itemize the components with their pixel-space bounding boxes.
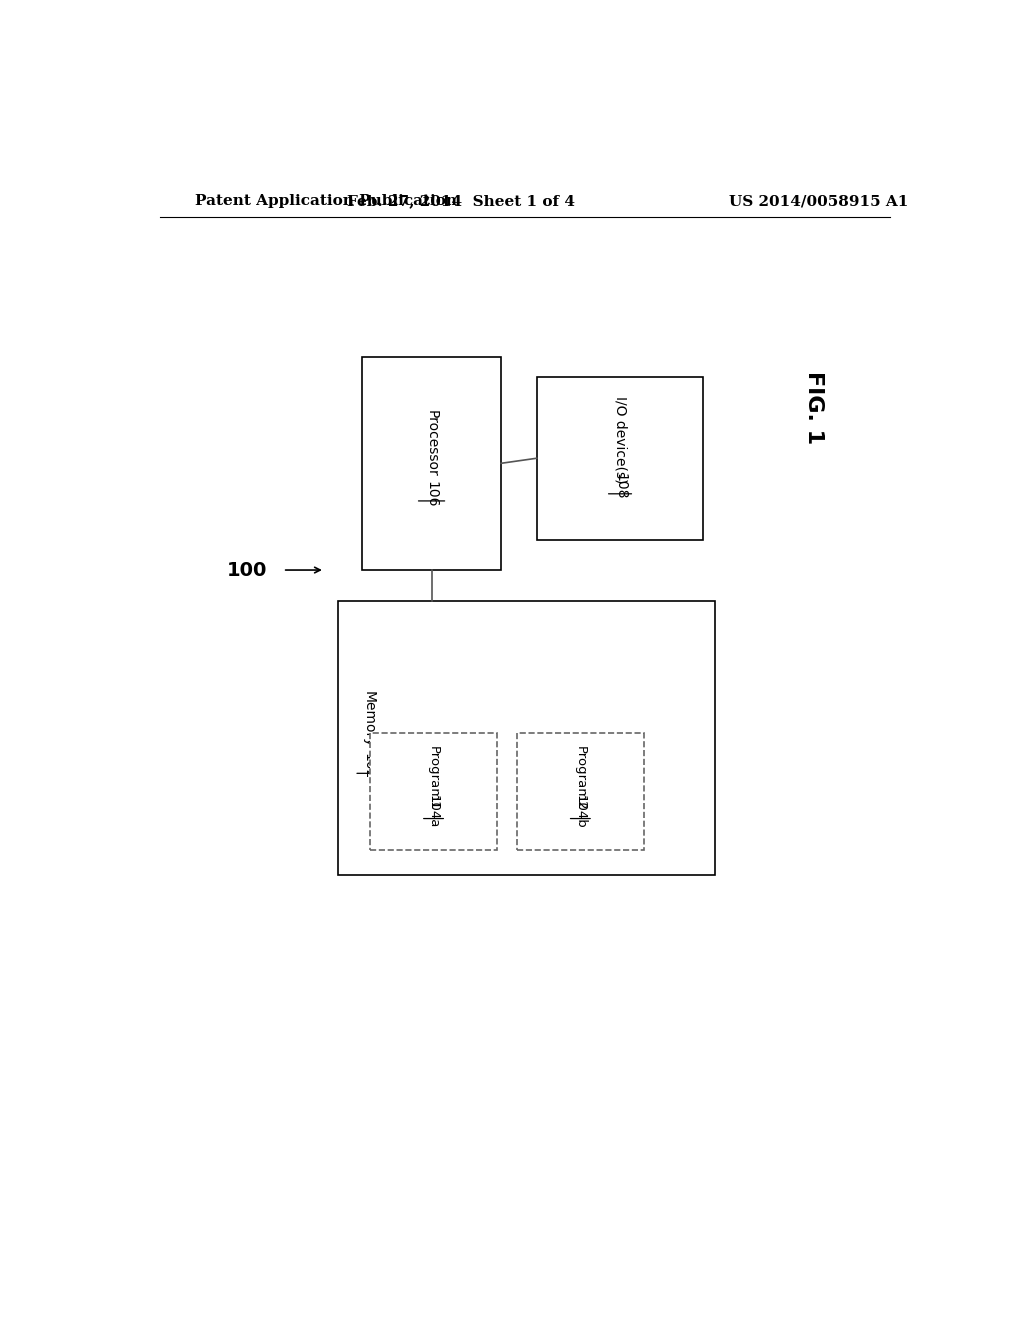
Text: I/O device(s): I/O device(s) <box>613 396 627 483</box>
Text: Processor: Processor <box>425 409 438 477</box>
Text: 106: 106 <box>425 480 438 507</box>
FancyBboxPatch shape <box>517 733 644 850</box>
FancyBboxPatch shape <box>362 356 501 570</box>
Text: US 2014/0058915 A1: US 2014/0058915 A1 <box>729 194 908 209</box>
FancyBboxPatch shape <box>370 733 497 850</box>
Text: Program2: Program2 <box>573 746 587 810</box>
Text: 108: 108 <box>613 474 627 500</box>
Text: 100: 100 <box>226 561 267 579</box>
Text: 104b: 104b <box>573 795 587 829</box>
Text: FIG. 1: FIG. 1 <box>805 371 824 444</box>
FancyBboxPatch shape <box>537 378 703 540</box>
Text: Memory: Memory <box>361 692 376 747</box>
FancyBboxPatch shape <box>338 601 715 875</box>
Text: Program1: Program1 <box>427 746 440 810</box>
Text: Patent Application Publication: Patent Application Publication <box>196 194 458 209</box>
Text: 104a: 104a <box>427 795 440 828</box>
Text: 102: 102 <box>361 752 376 779</box>
Text: Feb. 27, 2014  Sheet 1 of 4: Feb. 27, 2014 Sheet 1 of 4 <box>347 194 575 209</box>
